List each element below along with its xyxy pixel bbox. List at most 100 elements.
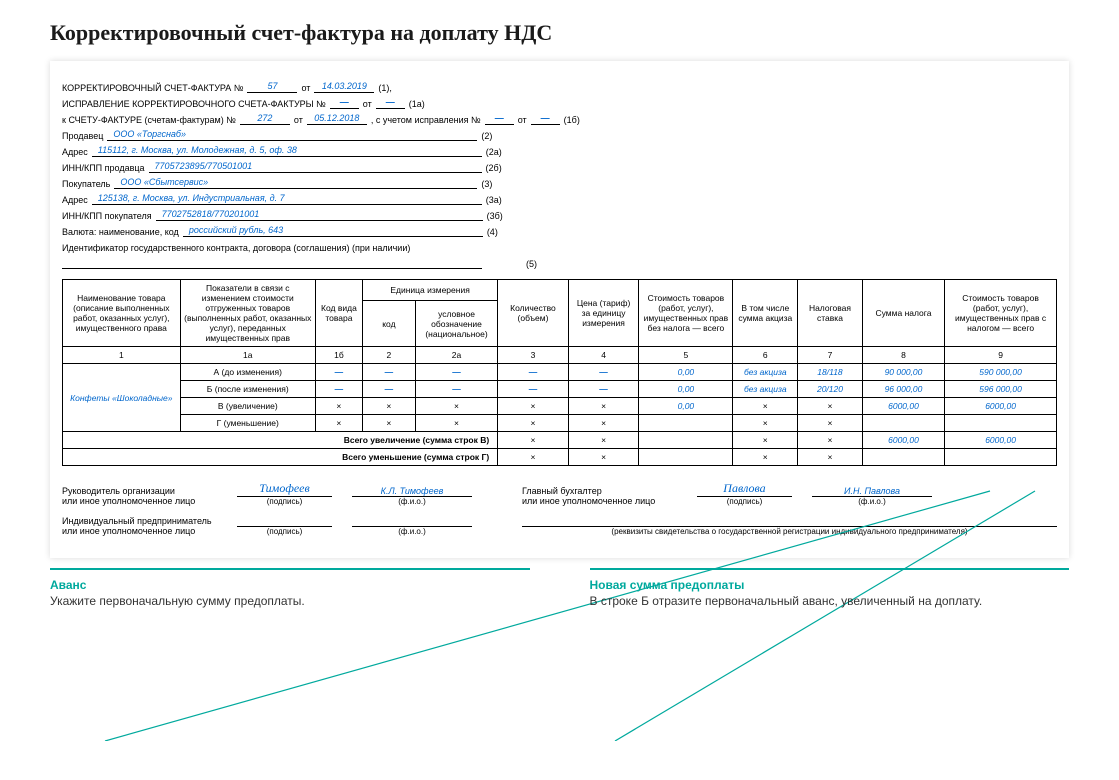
lbl-ot: от	[363, 99, 372, 109]
accountant-fio: И.Н. Павлова	[812, 486, 932, 497]
cell: ×	[798, 415, 863, 432]
colnum: 6	[733, 347, 798, 364]
cell-value: 6000,00	[945, 398, 1057, 415]
header-block: КОРРЕКТИРОВОЧНЫЙ СЧЕТ-ФАКТУРА № 57 от 14…	[62, 79, 1057, 269]
cell: ×	[798, 432, 863, 449]
th-rate: Налоговая ставка	[798, 280, 863, 347]
cell: ×	[733, 449, 798, 466]
ident-label: Идентификатор государственного контракта…	[62, 243, 410, 253]
total-tax: 6000,00	[862, 432, 944, 449]
cell-value: 6000,00	[862, 398, 944, 415]
colnum: 7	[798, 347, 863, 364]
cell-value: 0,00	[639, 381, 733, 398]
director-label-1: Руководитель организации	[62, 486, 217, 496]
buyer-label: Покупатель	[62, 179, 110, 189]
dash: —	[330, 97, 359, 109]
addr-label: Адрес	[62, 147, 88, 157]
cell: —	[498, 364, 569, 381]
invoice-table: Наименование товара (описание выполненны…	[62, 279, 1057, 466]
invoice-date: 14.03.2019	[314, 81, 374, 93]
buyer-inn: 7702752818/770201001	[156, 209, 483, 221]
sub-sign: (подпись)	[727, 497, 763, 506]
dash: —	[531, 113, 560, 125]
cell-value: 590 000,00	[945, 364, 1057, 381]
cell: ×	[733, 398, 798, 415]
ip-fio	[352, 516, 472, 527]
total-decrease-label: Всего уменьшение (сумма строк Г)	[63, 449, 498, 466]
inn2-label: ИНН/КПП покупателя	[62, 211, 152, 221]
paren: (3а)	[486, 195, 502, 205]
cell: ×	[498, 398, 569, 415]
callout-title: Новая сумма предоплаты	[590, 578, 1070, 592]
goods-name: Конфеты «Шоколадные»	[63, 364, 181, 432]
paren: (3)	[481, 179, 492, 189]
cell: —	[315, 381, 362, 398]
hdr-label: КОРРЕКТИРОВОЧНЫЙ СЧЕТ-ФАКТУРА №	[62, 83, 243, 93]
row-v-label: В (увеличение)	[180, 398, 315, 415]
colnum: 1	[63, 347, 181, 364]
accountant-label-1: Главный бухгалтер	[522, 486, 677, 496]
th-unit-name: условное обозначение (национальное)	[415, 301, 497, 347]
th-unit-code: код	[362, 301, 415, 347]
lbl-ot: от	[301, 83, 310, 93]
ip-label-1: Индивидуальный предприниматель	[62, 516, 217, 526]
cell: —	[498, 381, 569, 398]
colnum: 2	[362, 347, 415, 364]
cell: ×	[415, 415, 497, 432]
row-g-label: Г (уменьшение)	[180, 415, 315, 432]
cell: ×	[498, 449, 569, 466]
signature-area: Руководитель организации или иное уполно…	[62, 481, 1057, 536]
callout-avans: Аванс Укажите первоначальную сумму предо…	[50, 568, 530, 608]
cell: —	[568, 364, 639, 381]
paren: (1),	[378, 83, 392, 93]
cell-value: 96 000,00	[862, 381, 944, 398]
paren: (3б)	[487, 211, 503, 221]
cell: ×	[798, 449, 863, 466]
colnum: 3	[498, 347, 569, 364]
cell	[945, 415, 1057, 432]
seller-name: ООО «Торгснаб»	[107, 129, 477, 141]
base-invoice-date: 05.12.2018	[307, 113, 367, 125]
cell	[862, 415, 944, 432]
sub-sign: (подпись)	[267, 497, 303, 506]
th-unit-group: Единица измерения	[362, 280, 497, 301]
cell-value: 0,00	[639, 364, 733, 381]
colnum: 1б	[315, 347, 362, 364]
cell	[639, 432, 733, 449]
addr-label: Адрес	[62, 195, 88, 205]
cell: —	[568, 381, 639, 398]
cell: —	[362, 381, 415, 398]
cell-value: без акциза	[733, 364, 798, 381]
cell: ×	[498, 415, 569, 432]
sub-fio: (ф.и.о.)	[858, 497, 886, 506]
cell: ×	[568, 432, 639, 449]
colnum: 9	[945, 347, 1057, 364]
total-with-tax: 6000,00	[945, 432, 1057, 449]
lbl-ot: от	[294, 115, 303, 125]
sub-fio: (ф.и.о.)	[398, 527, 426, 536]
ip-signature	[237, 516, 332, 527]
hdr-label: , с учетом исправления №	[371, 115, 481, 125]
cell: —	[362, 364, 415, 381]
callouts: Аванс Укажите первоначальную сумму предо…	[0, 568, 1119, 638]
colnum: 2а	[415, 347, 497, 364]
cell	[945, 449, 1057, 466]
th-cost-no-tax: Стоимость товаров (работ, услуг), имущес…	[639, 280, 733, 347]
cell: ×	[498, 432, 569, 449]
th-excise: В том числе сумма акциза	[733, 280, 798, 347]
seller-address: 115112, г. Москва, ул. Молодежная, д. 5,…	[92, 145, 482, 157]
cell: ×	[568, 398, 639, 415]
currency-label: Валюта: наименование, код	[62, 227, 179, 237]
currency-value: российский рубль, 643	[183, 225, 483, 237]
cell-value: 0,00	[639, 398, 733, 415]
cell: —	[315, 364, 362, 381]
ident-line	[62, 268, 482, 269]
th-indicators: Показатели в связи с изменением стоимост…	[180, 280, 315, 347]
ip-label-2: или иное уполномоченное лицо	[62, 526, 217, 536]
callout-desc: В строке Б отразите первоначальный аванс…	[590, 594, 1070, 608]
paren: (1а)	[409, 99, 425, 109]
director-label-2: или иное уполномоченное лицо	[62, 496, 217, 506]
cell: ×	[798, 398, 863, 415]
paren: (1б)	[564, 115, 580, 125]
paren: (4)	[487, 227, 498, 237]
